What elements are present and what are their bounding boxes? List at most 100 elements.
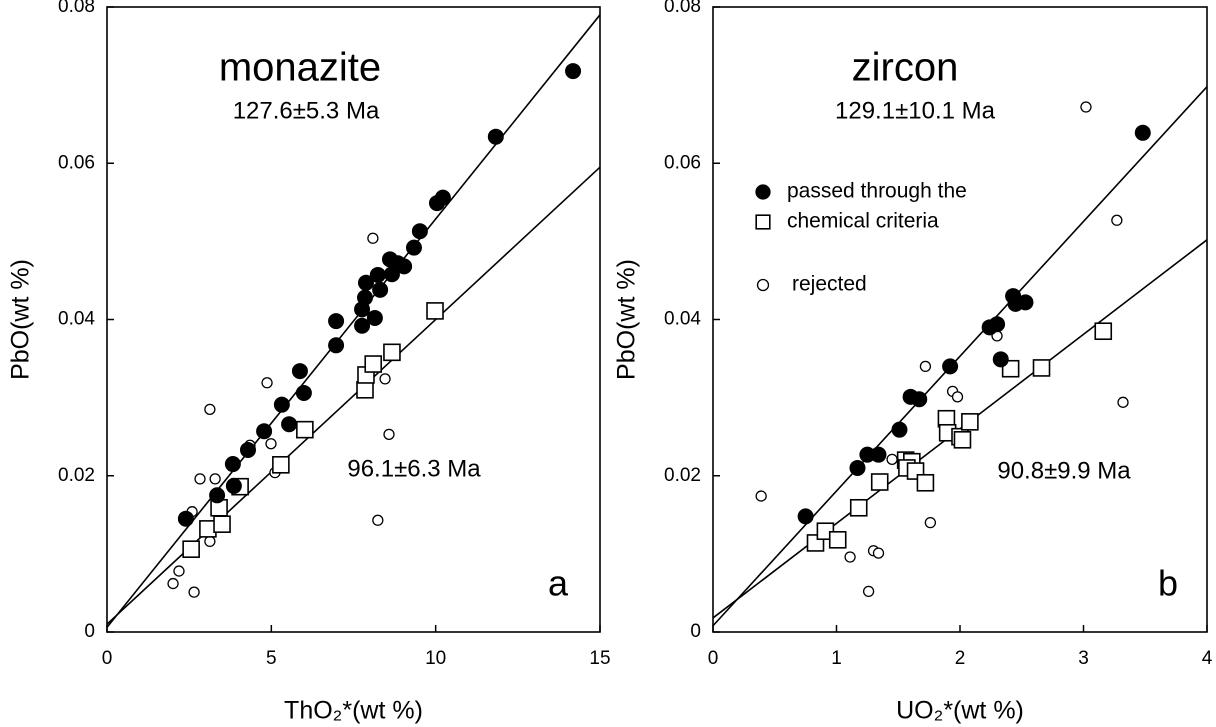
filled-point: [911, 391, 928, 408]
filled-point: [1017, 294, 1034, 311]
filled-point: [372, 281, 389, 298]
open-point: [919, 360, 932, 373]
filled-point: [891, 421, 908, 438]
open-point: [167, 577, 179, 590]
y-tick-label: 0.04: [58, 309, 95, 330]
annotation: zircon: [852, 46, 959, 90]
panel: 0 5 10 15 0 0.02 0.04 0.06 0.08 ThO₂*(wt %) PbO(wt…: [7, 0, 611, 725]
filled-point: [942, 358, 959, 375]
open-point: [844, 551, 856, 563]
open-point: [1111, 214, 1123, 226]
annotation: 129.1±10.1 Ma: [835, 97, 996, 124]
filled-point: [256, 423, 273, 440]
filled-point: [434, 189, 451, 206]
filled-point: [209, 487, 226, 504]
annotation: 90.8±9.9 Ma: [997, 457, 1131, 484]
square-point: [755, 214, 771, 230]
filled-point: [989, 316, 1006, 333]
x-tick-label: 4: [1202, 648, 1213, 669]
open-point: [372, 514, 384, 526]
open-point: [872, 547, 885, 559]
filled-point: [992, 351, 1009, 368]
x-tick-label: 10: [425, 648, 446, 669]
square-point: [296, 420, 314, 439]
open-point: [756, 278, 770, 292]
square-point: [213, 515, 231, 533]
filled-point: [239, 441, 256, 458]
open-point: [862, 585, 875, 598]
square-point: [356, 381, 374, 399]
filled-point: [369, 266, 386, 283]
x-tick-label: 3: [1078, 648, 1089, 669]
open-point: [188, 586, 200, 598]
filled-point: [328, 313, 345, 330]
panel: 0 1 2 3 4 0 0.02 0.04 0.06 0.08 UO₂*(wt %) PbO(wt %…: [613, 0, 1213, 725]
open-point: [383, 428, 395, 440]
open-point: [209, 473, 221, 485]
filled-point: [411, 223, 428, 240]
x-axis-title: UO₂*(wt %): [896, 697, 1024, 725]
square-point: [916, 473, 935, 492]
y-tick-label: 0.06: [58, 152, 95, 173]
filled-point: [328, 337, 345, 354]
filled-point: [357, 274, 374, 291]
filled-point: [565, 63, 582, 80]
open-point: [204, 403, 216, 415]
square-point: [426, 302, 444, 320]
y-tick-label: 0.04: [664, 309, 701, 330]
square-point: [828, 531, 847, 549]
filled-point: [225, 477, 242, 494]
square-point: [272, 456, 290, 474]
open-point: [1080, 101, 1092, 113]
open-point: [951, 391, 964, 403]
filled-point: [1134, 124, 1151, 141]
y-tick-label: 0: [690, 621, 701, 642]
square-point: [1032, 359, 1051, 377]
square-point: [182, 540, 200, 558]
legend-label: rejected: [792, 273, 867, 296]
open-point: [173, 565, 185, 577]
filled-point: [224, 456, 241, 473]
x-tick-label: 0: [708, 648, 719, 669]
x-tick-label: 15: [589, 648, 610, 669]
filled-point: [487, 128, 504, 145]
open-point: [367, 232, 379, 244]
filled-point: [295, 384, 312, 401]
open-point: [886, 453, 898, 465]
square-point: [383, 343, 401, 362]
square-point: [1094, 322, 1113, 341]
filled-point: [281, 416, 298, 433]
y-axis-title: PbO(wt %): [613, 259, 641, 380]
x-tick-label: 0: [102, 648, 113, 669]
legend-label: passed through the: [787, 180, 967, 203]
filled-point: [405, 239, 422, 256]
x-axis-title: ThO₂*(wt %): [284, 697, 423, 725]
open-point: [924, 516, 937, 529]
x-tick-label: 2: [955, 648, 966, 669]
y-tick-label: 0.02: [58, 465, 95, 486]
filled-point: [396, 258, 413, 275]
y-tick-label: 0: [84, 621, 95, 642]
x-tick-label: 1: [831, 648, 842, 669]
annotation: 127.6±5.3 Ma: [233, 97, 380, 124]
legend-label: chemical criteria: [787, 210, 939, 233]
annotation: 96.1±6.3 Ma: [347, 455, 481, 482]
annotation: a: [548, 563, 569, 604]
filled-point: [870, 446, 887, 463]
filled-point: [291, 363, 308, 380]
open-point: [755, 490, 767, 502]
filled-point: [797, 508, 814, 525]
square-point: [953, 431, 972, 449]
open-point: [1117, 396, 1129, 408]
y-tick-label: 0.06: [664, 152, 701, 173]
filled-point: [849, 459, 866, 476]
square-point: [849, 498, 868, 517]
filled-point: [354, 317, 371, 334]
square-point: [961, 413, 979, 431]
filled-point: [366, 309, 383, 326]
y-tick-label: 0.02: [664, 465, 701, 486]
filled-point: [755, 184, 771, 200]
fit-line: [712, 86, 1208, 627]
